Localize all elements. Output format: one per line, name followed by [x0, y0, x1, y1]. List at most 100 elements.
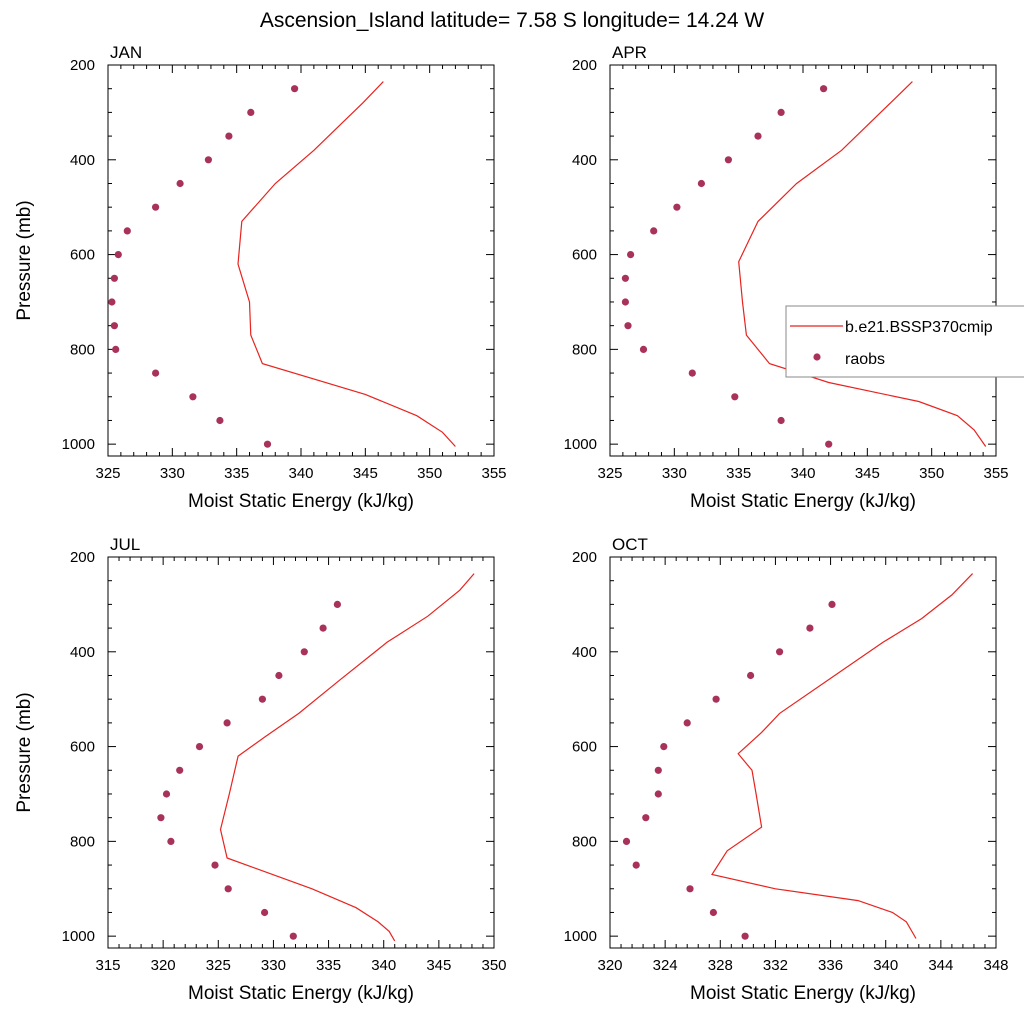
x-tick-label: 330: [160, 465, 185, 482]
legend-box: [785, 305, 1024, 378]
x-tick-label: 350: [417, 465, 442, 482]
data-point-raobs: [152, 203, 160, 211]
data-point-raobs: [263, 440, 272, 448]
data-point-raobs: [108, 298, 116, 306]
data-point-raobs: [291, 85, 299, 93]
data-point-raobs: [686, 885, 694, 893]
data-point-raobs: [777, 108, 785, 116]
legend-marker-swatch: [813, 353, 821, 361]
x-tick-label: 335: [726, 465, 751, 482]
data-point-raobs: [806, 624, 814, 632]
panel-oct: 320 324 328 332 336 340 344 348 200 400 600 800 1000…: [564, 535, 1009, 1004]
y-tick-label: 200: [70, 549, 95, 566]
panel-label: JUL: [110, 535, 140, 554]
x-tick-label: 340: [288, 465, 313, 482]
y-tick-label: 200: [572, 57, 597, 74]
y-tick-label: 400: [572, 152, 597, 169]
data-point-raobs: [828, 600, 836, 609]
data-point-raobs: [204, 156, 212, 164]
data-point-raobs: [731, 393, 739, 401]
data-point-raobs: [642, 814, 650, 822]
data-point-raobs: [697, 179, 706, 188]
data-point-raobs: [654, 790, 662, 798]
y-tick-label: 1000: [62, 928, 95, 945]
data-point-raobs: [660, 743, 668, 751]
y-tick-label: 200: [572, 549, 597, 566]
series-line-model: [237, 81, 456, 447]
y-tick-label: 800: [70, 833, 95, 850]
x-tick-label: 344: [928, 957, 953, 974]
x-axis-title: Moist Static Energy (kJ/kg): [188, 491, 414, 512]
data-point-raobs: [110, 274, 118, 282]
legend-label-model: b.e21.BSSP370cmip: [845, 319, 993, 336]
x-tick-label: 315: [95, 957, 120, 974]
data-point-raobs: [247, 108, 255, 116]
y-tick-label: 1000: [564, 928, 597, 945]
data-point-raobs: [176, 766, 184, 774]
y-tick-label: 800: [70, 341, 95, 358]
data-point-raobs: [123, 227, 131, 235]
data-point-raobs: [776, 648, 784, 656]
data-point-raobs: [724, 156, 733, 164]
data-point-raobs: [622, 837, 631, 846]
data-point-raobs: [289, 932, 297, 940]
panel-apr: 325 330 335 340 345 350 355 200 400 600 800 1000 APR…: [564, 43, 1009, 512]
x-tick-label: 330: [261, 957, 286, 974]
data-point-raobs: [627, 251, 635, 259]
data-point-raobs: [223, 719, 231, 727]
data-point-raobs: [112, 345, 120, 353]
x-tick-label: 335: [316, 957, 341, 974]
y-tick-label: 400: [572, 644, 597, 661]
data-point-raobs: [261, 908, 269, 917]
data-point-raobs: [621, 274, 630, 282]
data-point-raobs: [650, 227, 658, 235]
data-point-raobs: [224, 885, 232, 893]
data-point-raobs: [258, 695, 266, 703]
data-point-raobs: [688, 369, 696, 377]
x-tick-label: 345: [426, 957, 451, 974]
y-axis-title: Pressure (mb): [14, 692, 35, 812]
x-tick-label: 345: [855, 465, 880, 482]
x-tick-label: 350: [919, 465, 944, 482]
data-point-raobs: [189, 393, 197, 401]
series-line-model: [219, 573, 475, 942]
data-point-raobs: [333, 600, 341, 609]
y-tick-label: 800: [572, 341, 597, 358]
y-tick-label: 600: [572, 739, 597, 756]
x-tick-label: 340: [371, 957, 396, 974]
data-point-raobs: [167, 837, 175, 846]
x-tick-label: 325: [95, 465, 120, 482]
data-point-raobs: [673, 203, 681, 211]
data-point-raobs: [777, 416, 785, 425]
series-line-model: [738, 81, 987, 447]
x-tick-label: 355: [983, 465, 1008, 482]
y-tick-label: 600: [70, 247, 95, 264]
y-axis-title: Pressure (mb): [14, 200, 35, 320]
data-point-raobs: [654, 766, 662, 774]
data-point-raobs: [747, 671, 755, 680]
x-tick-label: 340: [790, 465, 815, 482]
panel-label: OCT: [612, 535, 648, 554]
data-point-raobs: [157, 814, 165, 822]
plot-frame: [107, 64, 495, 457]
x-tick-label: 320: [151, 957, 176, 974]
x-axis-title: Moist Static Energy (kJ/kg): [188, 983, 414, 1004]
data-point-raobs: [624, 322, 632, 330]
x-tick-label: 345: [353, 465, 378, 482]
data-point-raobs: [300, 648, 308, 656]
data-point-raobs: [639, 345, 648, 353]
y-tick-label: 400: [70, 152, 95, 169]
data-point-raobs: [195, 743, 204, 751]
data-point-raobs: [176, 179, 184, 188]
panel-jul: 315 320 325 330 335 340 345 350 200 400 600 800 1000…: [14, 535, 507, 1004]
data-point-raobs: [632, 861, 640, 869]
y-tick-label: 800: [572, 833, 597, 850]
plot-frame: [609, 556, 997, 949]
x-tick-label: 324: [653, 957, 678, 974]
data-point-raobs: [114, 251, 122, 259]
data-point-raobs: [275, 671, 283, 680]
data-point-raobs: [621, 298, 630, 306]
data-point-raobs: [162, 790, 171, 798]
x-tick-label: 335: [224, 465, 249, 482]
